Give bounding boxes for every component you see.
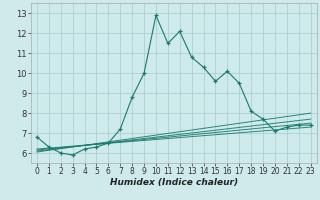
X-axis label: Humidex (Indice chaleur): Humidex (Indice chaleur) xyxy=(110,178,238,187)
